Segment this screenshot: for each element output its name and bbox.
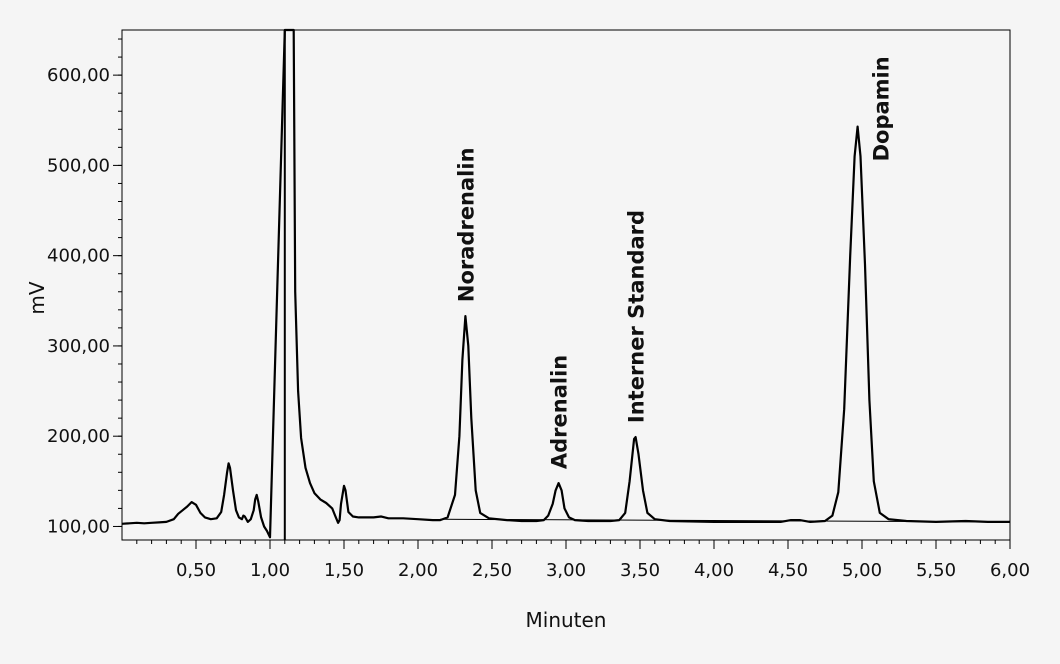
peak-label: Interner Standard — [625, 210, 649, 423]
y-tick-label: 300,00 — [47, 336, 110, 357]
peak-label: Noradrenalin — [454, 147, 478, 302]
y-tick-label: 200,00 — [47, 426, 110, 447]
x-tick-label: 3,00 — [546, 560, 586, 581]
y-axis-title: mV — [25, 281, 49, 314]
y-tick-label: 500,00 — [47, 155, 110, 176]
y-tick-label: 400,00 — [47, 246, 110, 267]
x-tick-label: 1,50 — [324, 560, 364, 581]
x-tick-label: 1,00 — [250, 560, 290, 581]
x-axis-ticks: 0,50 1,00 1,50 2,00 2,50 3,00 3,50 4,00 4,50 5,00… — [176, 540, 1030, 581]
peak-label: Dopamin — [870, 56, 894, 161]
x-tick-label: 5,50 — [916, 560, 956, 581]
peak-annotations: Noradrenalin Adrenalin Interner Standard Do… — [454, 56, 893, 469]
x-tick-label: 5,00 — [842, 560, 882, 581]
y-tick-label: 100,00 — [47, 516, 110, 537]
x-tick-label: 4,50 — [768, 560, 808, 581]
x-tick-label: 0,50 — [176, 560, 216, 581]
chromatogram-trace — [121, 28, 1010, 539]
peak-label: Adrenalin — [548, 355, 572, 469]
x-tick-label: 2,00 — [398, 560, 438, 581]
x-axis-title: Minuten — [526, 608, 607, 632]
x-tick-label: 2,50 — [472, 560, 512, 581]
x-tick-label: 3,50 — [620, 560, 660, 581]
x-tick-label: 6,00 — [990, 560, 1030, 581]
y-axis-ticks: 100,00 200,00 300,00 400,00 500,00 600,00 — [47, 65, 122, 537]
y-tick-label: 600,00 — [47, 65, 110, 86]
x-tick-label: 4,00 — [694, 560, 734, 581]
